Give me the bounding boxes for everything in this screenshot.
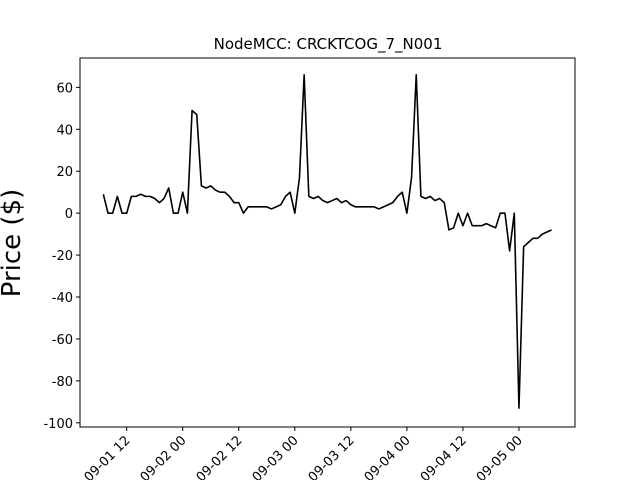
y-tick-label: 20 [56, 165, 73, 180]
chart-title: NodeMCC: CRCKTCOG_7_N001 [214, 35, 443, 54]
x-tick-label: 09-02 00 [138, 433, 190, 480]
x-tick-label: 09-02 12 [194, 433, 246, 480]
x-tick-label: 09-05 00 [474, 433, 526, 480]
y-tick-label: -40 [52, 291, 73, 306]
y-tick-label: -60 [52, 333, 73, 348]
y-tick-label: -20 [52, 249, 73, 264]
x-tick-label: 09-01 12 [82, 433, 134, 480]
y-tick-label: -100 [43, 417, 73, 432]
x-tick-label: 09-03 00 [250, 433, 302, 480]
x-tick-label: 09-03 12 [306, 433, 358, 480]
y-tick-label: 40 [56, 123, 73, 138]
y-axis-label: Price ($) [0, 189, 27, 298]
y-tick-label: -80 [52, 375, 73, 390]
x-tick-label: 09-04 12 [418, 433, 470, 480]
line-series [102, 73, 552, 409]
x-tick-label: 09-04 00 [362, 433, 414, 480]
y-tick-label: 60 [56, 81, 73, 96]
y-tick-label: 0 [65, 207, 73, 222]
axes-frame [79, 57, 576, 428]
